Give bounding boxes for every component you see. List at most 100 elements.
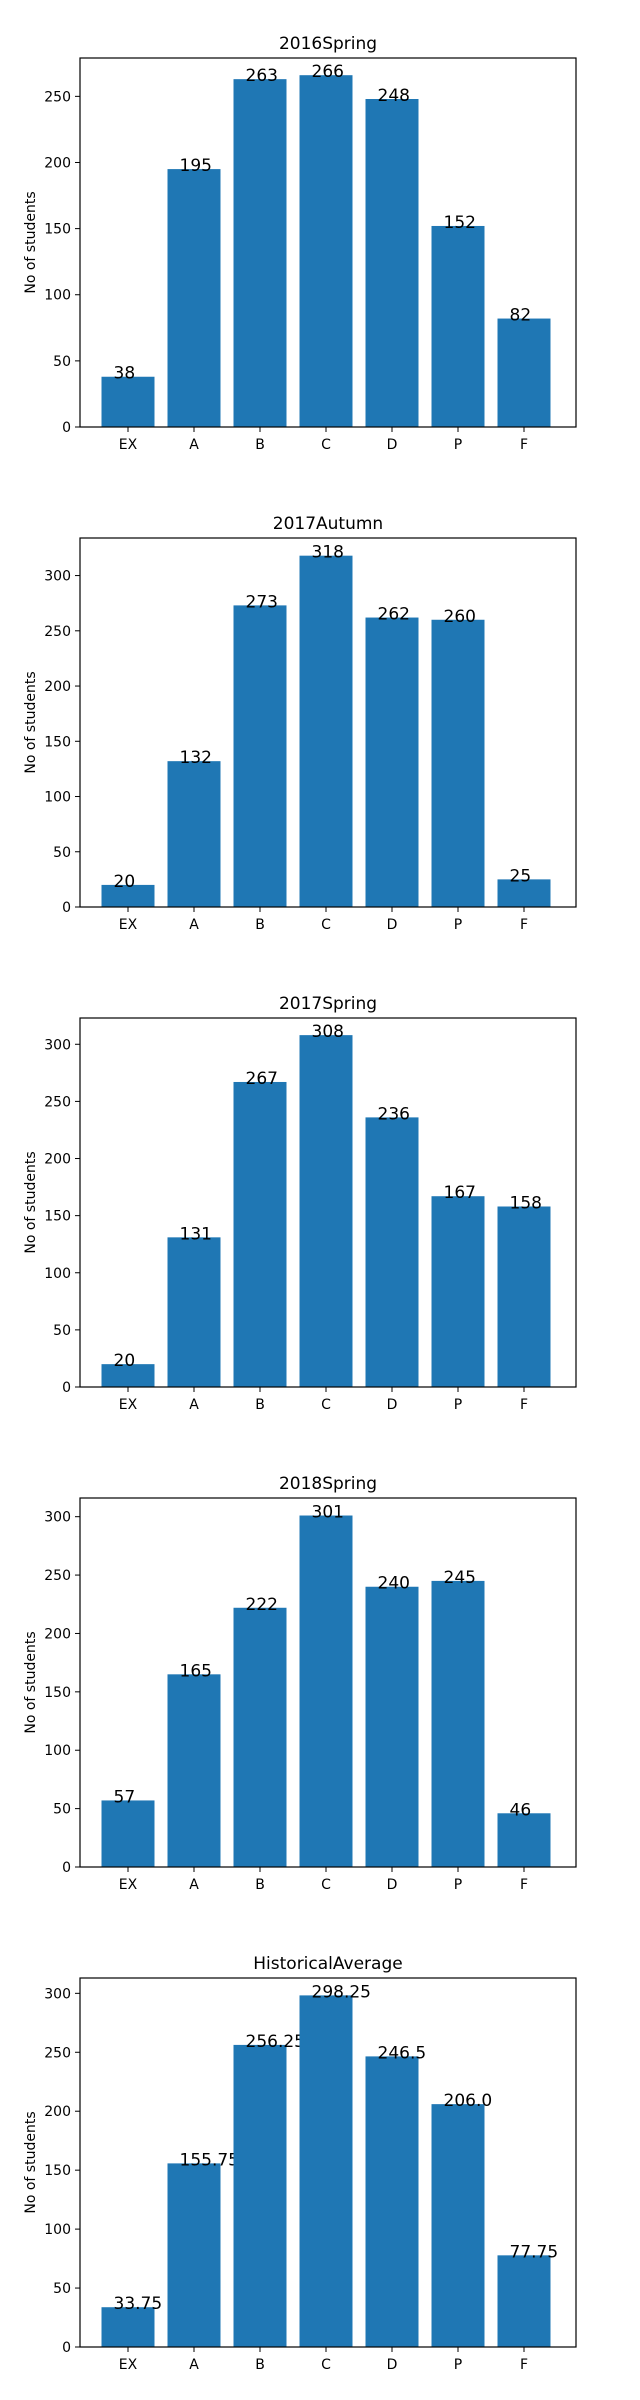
plot-frame xyxy=(79,1017,577,1388)
x-tick-label: B xyxy=(255,437,265,453)
x-tick-label: P xyxy=(454,1397,462,1413)
bar-a xyxy=(167,169,221,427)
x-tick-label: D xyxy=(387,437,398,453)
y-axis-label: No of students xyxy=(23,671,39,773)
y-tick-label: 0 xyxy=(62,1860,71,1876)
bar-value-label: 20 xyxy=(114,872,136,892)
bar-value-label: 246.5 xyxy=(378,2043,427,2063)
bar-value-label: 77.75 xyxy=(510,2242,559,2262)
bar-p xyxy=(431,225,485,427)
y-tick-label: 300 xyxy=(44,1510,71,1526)
x-tick-label: A xyxy=(189,2357,199,2373)
bar-f xyxy=(497,879,551,907)
bar-p xyxy=(431,1196,485,1387)
bar-value-label: 131 xyxy=(180,1224,212,1244)
chart-panel-4: 2018Spring No of students 0 50 100 150 200 250 3… xyxy=(23,1474,577,1893)
y-tick-label: 200 xyxy=(44,1626,71,1642)
chart-title: HistoricalAverage xyxy=(253,1954,402,1974)
bar-b xyxy=(233,1607,287,1867)
y-tick-label: 150 xyxy=(44,222,71,238)
x-tick-label: B xyxy=(255,917,265,933)
bar-value-label: 308 xyxy=(312,1022,344,1042)
bar-value-label: 195 xyxy=(180,156,212,176)
x-tick-label: F xyxy=(520,1877,528,1893)
x-tick-label: D xyxy=(387,1877,398,1893)
y-axis-label: No of students xyxy=(23,2111,39,2213)
bar-f xyxy=(497,318,551,427)
x-tick-label: A xyxy=(189,437,199,453)
bar-d xyxy=(365,1117,419,1387)
bar-value-label: 82 xyxy=(510,306,532,326)
y-tick-label: 0 xyxy=(62,1380,71,1396)
y-tick-label: 100 xyxy=(44,1743,71,1759)
y-tick-label: 250 xyxy=(44,1094,71,1110)
y-tick-label: 100 xyxy=(44,1266,71,1282)
x-tick-label: P xyxy=(454,437,462,453)
bar-value-label: 266 xyxy=(312,62,344,82)
x-tick-label: P xyxy=(454,917,462,933)
y-axis-label: No of students xyxy=(23,191,39,293)
bar-d xyxy=(365,617,419,907)
bar-value-label: 236 xyxy=(378,1104,410,1124)
y-tick-label: 200 xyxy=(44,1152,71,1168)
bar-ex xyxy=(101,2307,155,2347)
bar-ex xyxy=(101,1800,155,1867)
chart-title: 2017Autumn xyxy=(273,514,383,534)
y-tick-label: 100 xyxy=(44,288,71,304)
bar-value-label: 206.0 xyxy=(444,2091,493,2111)
bar-c xyxy=(299,555,353,907)
x-tick-label: B xyxy=(255,1397,265,1413)
x-tick-label: D xyxy=(387,917,398,933)
bar-value-label: 260 xyxy=(444,607,476,627)
bar-value-label: 298.25 xyxy=(312,1982,371,2002)
x-tick-label: B xyxy=(255,2357,265,2373)
chart-title: 2016Spring xyxy=(279,34,377,54)
y-tick-label: 200 xyxy=(44,155,71,171)
y-tick-label: 0 xyxy=(62,420,71,436)
x-tick-label: EX xyxy=(119,2357,138,2373)
x-tick-label: C xyxy=(321,1397,331,1413)
bar-b xyxy=(233,79,287,428)
bar-c xyxy=(299,75,353,428)
plot-frame xyxy=(79,1977,577,2348)
bar-a xyxy=(167,1674,221,1867)
chart-panel-3: 2017Spring No of students 0 50 100 150 200 250 3… xyxy=(23,994,577,1413)
y-tick-label: 50 xyxy=(53,1802,71,1818)
y-tick-label: 200 xyxy=(44,2104,71,2120)
plot-frame xyxy=(79,57,577,428)
bar-value-label: 263 xyxy=(246,66,278,86)
bar-ex xyxy=(101,884,155,907)
bar-value-label: 267 xyxy=(246,1069,278,1089)
bar-value-label: 222 xyxy=(246,1595,278,1615)
bar-value-label: 248 xyxy=(378,86,410,106)
y-tick-label: 300 xyxy=(44,569,71,585)
y-tick-label: 300 xyxy=(44,1037,71,1053)
bar-value-label: 57 xyxy=(114,1787,136,1807)
bar-b xyxy=(233,605,287,907)
bar-p xyxy=(431,619,485,907)
bar-d xyxy=(365,99,419,427)
x-tick-label: F xyxy=(520,2357,528,2373)
bar-c xyxy=(299,1515,353,1867)
bar-b xyxy=(233,1081,287,1387)
bar-c xyxy=(299,1035,353,1387)
y-tick-label: 100 xyxy=(44,790,71,806)
x-tick-label: C xyxy=(321,2357,331,2373)
bar-value-label: 262 xyxy=(378,605,410,625)
plot-frame xyxy=(79,537,577,908)
bar-value-label: 318 xyxy=(312,543,344,563)
y-tick-label: 50 xyxy=(53,1323,71,1339)
y-tick-label: 150 xyxy=(44,734,71,750)
chart-panel-5: HistoricalAverage No of students 0 50 100 150… xyxy=(23,1954,577,2373)
bar-value-label: 20 xyxy=(114,1351,136,1371)
y-axis-label: No of students xyxy=(23,1151,39,1253)
x-tick-label: EX xyxy=(119,917,138,933)
x-tick-label: EX xyxy=(119,437,138,453)
bar-p xyxy=(431,1580,485,1867)
y-tick-label: 100 xyxy=(44,2222,71,2238)
x-tick-label: C xyxy=(321,917,331,933)
y-tick-label: 250 xyxy=(44,2045,71,2061)
x-tick-label: C xyxy=(321,437,331,453)
bar-value-label: 38 xyxy=(114,364,136,384)
